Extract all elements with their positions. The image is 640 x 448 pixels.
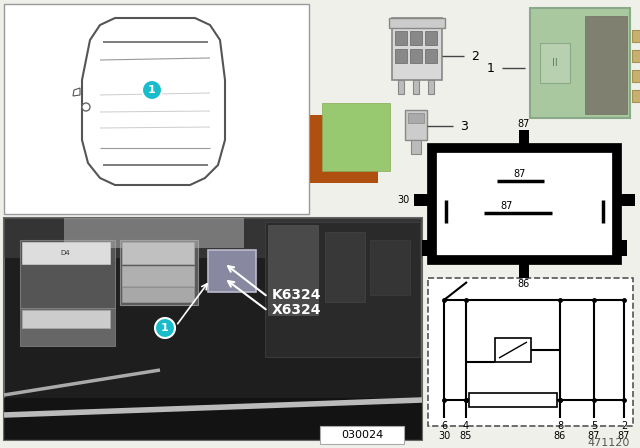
Text: 1: 1 bbox=[148, 85, 156, 95]
Bar bbox=[395, 49, 407, 63]
Bar bbox=[389, 18, 445, 28]
Circle shape bbox=[142, 80, 162, 100]
Bar bbox=[122, 266, 194, 286]
Bar bbox=[120, 240, 198, 305]
Text: 030024: 030024 bbox=[341, 430, 383, 440]
Bar bbox=[22, 242, 110, 264]
Text: X6324: X6324 bbox=[272, 303, 321, 317]
Polygon shape bbox=[73, 88, 80, 96]
Bar bbox=[530, 8, 630, 118]
Bar bbox=[22, 310, 110, 328]
Bar bbox=[495, 338, 531, 362]
Bar bbox=[320, 426, 404, 444]
Bar bbox=[632, 90, 640, 102]
Text: 85: 85 bbox=[639, 195, 640, 205]
Bar bbox=[540, 43, 570, 83]
Bar bbox=[408, 113, 424, 123]
Text: 87: 87 bbox=[501, 201, 513, 211]
Text: D4: D4 bbox=[60, 250, 70, 256]
Bar bbox=[4, 218, 422, 440]
Text: 87: 87 bbox=[518, 119, 530, 129]
Text: 86: 86 bbox=[518, 279, 530, 289]
Bar bbox=[405, 110, 427, 140]
Text: 3: 3 bbox=[460, 120, 468, 133]
Text: 1: 1 bbox=[487, 61, 495, 74]
Bar bbox=[632, 70, 640, 82]
Text: 2: 2 bbox=[471, 49, 479, 63]
Bar bbox=[414, 194, 432, 206]
Bar bbox=[4, 398, 422, 440]
Text: 2: 2 bbox=[621, 421, 627, 431]
Bar bbox=[410, 31, 422, 45]
Bar bbox=[208, 250, 256, 292]
Text: K6324: K6324 bbox=[272, 288, 321, 302]
Text: 30: 30 bbox=[438, 431, 450, 441]
Bar bbox=[265, 222, 420, 357]
Bar bbox=[322, 103, 390, 171]
Bar bbox=[20, 240, 115, 308]
Bar bbox=[370, 240, 410, 295]
Circle shape bbox=[155, 318, 175, 338]
Bar bbox=[398, 80, 404, 94]
Text: 6: 6 bbox=[441, 421, 447, 431]
Bar bbox=[617, 194, 635, 206]
Bar bbox=[613, 240, 627, 256]
Bar bbox=[392, 18, 442, 80]
Bar bbox=[432, 148, 617, 260]
Bar bbox=[268, 225, 318, 315]
Bar bbox=[422, 240, 436, 256]
Bar bbox=[428, 80, 434, 94]
Bar bbox=[519, 260, 529, 278]
Bar bbox=[64, 218, 244, 248]
Text: 30: 30 bbox=[397, 195, 410, 205]
Bar bbox=[585, 16, 627, 114]
Text: 471120: 471120 bbox=[588, 438, 630, 448]
Bar bbox=[411, 140, 421, 154]
Text: 8: 8 bbox=[557, 421, 563, 431]
Bar bbox=[122, 242, 194, 264]
Bar bbox=[519, 130, 529, 148]
Bar bbox=[413, 80, 419, 94]
Bar bbox=[632, 30, 640, 42]
Text: 87: 87 bbox=[514, 169, 526, 179]
Bar bbox=[4, 4, 309, 214]
Bar bbox=[395, 31, 407, 45]
Bar bbox=[425, 31, 437, 45]
Bar bbox=[632, 50, 640, 62]
Text: 5: 5 bbox=[591, 421, 597, 431]
Bar bbox=[325, 232, 365, 302]
Circle shape bbox=[82, 103, 90, 111]
Bar bbox=[4, 218, 422, 258]
Polygon shape bbox=[82, 18, 225, 185]
Bar bbox=[20, 308, 115, 346]
Bar bbox=[410, 49, 422, 63]
Bar bbox=[428, 278, 633, 426]
Text: 86: 86 bbox=[554, 431, 566, 441]
Text: 4: 4 bbox=[463, 421, 469, 431]
Text: 85: 85 bbox=[460, 431, 472, 441]
Bar bbox=[310, 115, 378, 183]
Text: 87: 87 bbox=[588, 431, 600, 441]
Bar bbox=[469, 393, 557, 407]
Bar bbox=[425, 49, 437, 63]
Text: 1: 1 bbox=[161, 323, 169, 333]
Text: II: II bbox=[552, 58, 558, 68]
Bar bbox=[122, 287, 194, 302]
Text: 87: 87 bbox=[618, 431, 630, 441]
